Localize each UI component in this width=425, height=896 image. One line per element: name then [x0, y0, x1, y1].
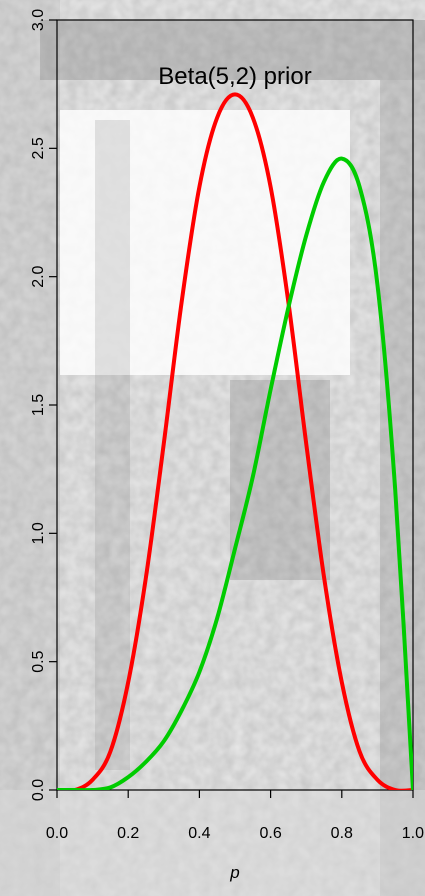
series-group	[57, 92, 413, 790]
y-tick-label: 0.5	[30, 650, 47, 672]
chart-title: Beta(5,2) prior	[158, 63, 311, 90]
y-tick-label: 0.0	[30, 779, 47, 801]
green-density-line	[57, 156, 413, 790]
y-tick-label: 1.0	[30, 522, 47, 544]
red-density-line	[57, 92, 413, 790]
x-tick-label: 0.4	[188, 825, 210, 842]
y-tick-label: 1.5	[30, 394, 47, 416]
x-axis: 0.0 0.2 0.4 0.6 0.8 1.0	[46, 790, 424, 842]
y-tick-label: 2.0	[30, 265, 47, 287]
x-axis-label: p	[229, 863, 239, 882]
x-tick-label: 0.8	[331, 825, 353, 842]
y-tick-label: 3.0	[30, 9, 47, 31]
x-tick-label: 0.2	[117, 825, 139, 842]
x-tick-label: 0.0	[46, 825, 68, 842]
x-tick-label: 0.6	[259, 825, 281, 842]
y-tick-label: 2.5	[30, 137, 47, 159]
x-tick-label: 1.0	[402, 825, 424, 842]
y-axis: 0.0 0.5 1.0 1.5 2.0 2.5 3.0	[30, 9, 57, 801]
